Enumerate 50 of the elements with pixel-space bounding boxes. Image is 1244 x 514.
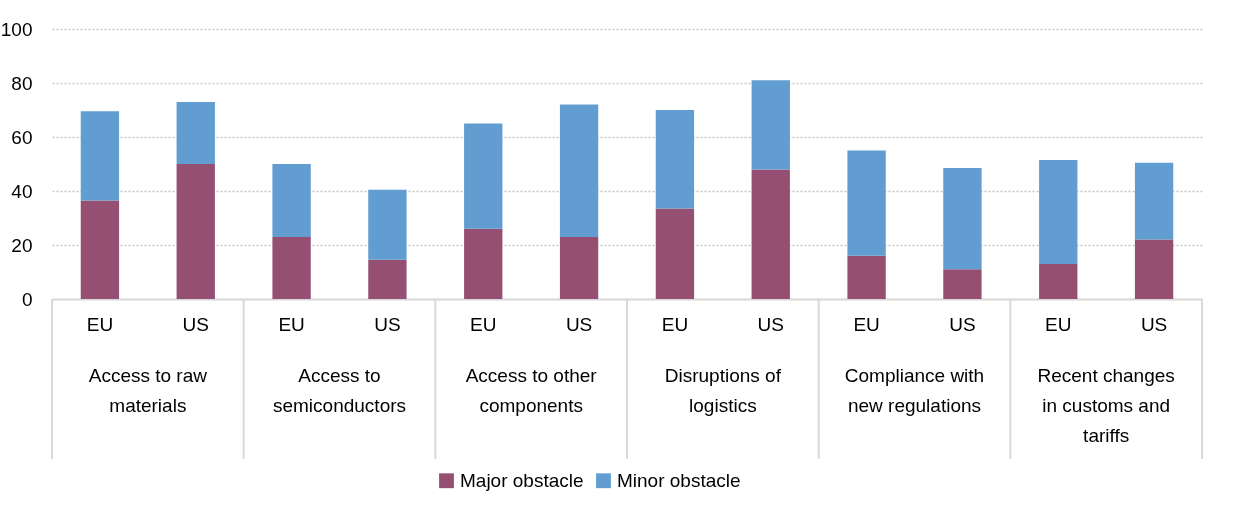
x-tick-label: US — [949, 313, 976, 335]
text: Recent changes in customs and tariffs — [1037, 365, 1175, 446]
x-tick-label: EU — [853, 313, 880, 335]
bar — [751, 80, 790, 170]
bar — [464, 228, 503, 299]
bar — [655, 110, 695, 209]
x-tick-label: US — [1140, 313, 1168, 335]
bar — [559, 236, 599, 299]
x-tick-label: US — [374, 313, 401, 335]
bar — [176, 164, 215, 299]
bar — [176, 101, 215, 164]
legend-label: Major obstacle — [460, 469, 584, 491]
bar — [943, 269, 982, 299]
y-tick-label: 20 — [11, 234, 33, 256]
bar — [655, 208, 695, 299]
text: Disruptions of logistics — [664, 365, 782, 416]
bar — [80, 111, 120, 201]
bar — [368, 259, 407, 299]
x-tick-label: US — [565, 313, 593, 335]
bar — [1134, 162, 1174, 240]
y-tick-label: 0 — [21, 288, 33, 310]
bar — [464, 123, 503, 229]
y-tick-label: 100 — [0, 18, 33, 40]
text: Compliance with new regulations — [844, 365, 985, 416]
bar — [1039, 263, 1078, 299]
bar — [1134, 239, 1174, 299]
x-tick-label: EU — [470, 313, 497, 335]
y-tick-label: 80 — [11, 72, 33, 94]
y-tick-label: 60 — [11, 126, 33, 148]
bar — [272, 236, 311, 299]
bar — [847, 150, 886, 256]
bar — [751, 169, 790, 299]
legend-label: Minor obstacle — [617, 469, 741, 491]
x-tick-label: EU — [278, 313, 305, 335]
text: Access to raw materials — [88, 365, 208, 416]
x-tick-label: EU — [86, 313, 114, 335]
x-tick-label: EU — [1045, 313, 1072, 335]
bar — [847, 255, 886, 299]
bar — [272, 164, 311, 237]
x-tick-label: EU — [661, 313, 689, 335]
bar — [559, 104, 599, 237]
y-tick-label: 40 — [11, 180, 33, 202]
bar — [943, 168, 982, 270]
x-tick-label: US — [757, 313, 784, 335]
text: Access to semiconductors — [272, 365, 407, 416]
bar — [80, 200, 120, 299]
bar — [368, 189, 407, 260]
text: Access to other components — [465, 365, 598, 416]
x-tick-label: US — [182, 313, 209, 335]
bar — [1039, 159, 1078, 264]
